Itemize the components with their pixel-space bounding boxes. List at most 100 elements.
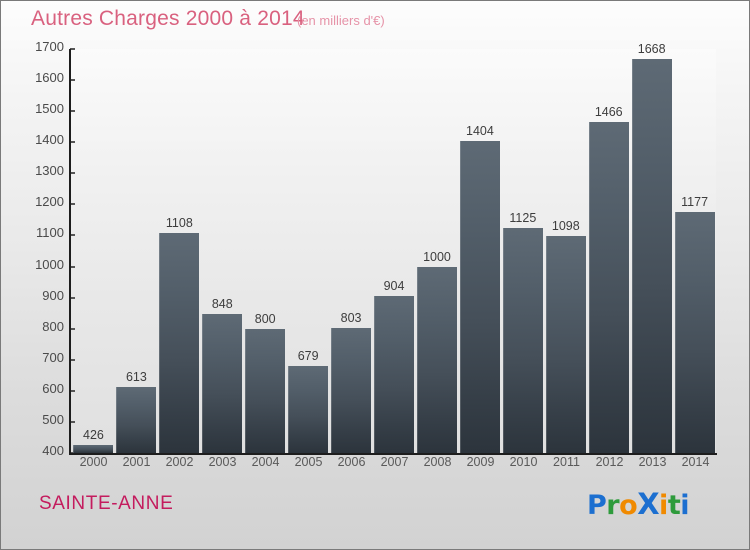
x-axis-label: 2006 [337, 455, 366, 469]
chart-header: Autres Charges 2000 à 2014 (en milliers … [1, 1, 749, 37]
bar-slot: 1404 [458, 49, 501, 453]
bar[interactable] [288, 366, 329, 453]
bar-value-label: 679 [297, 349, 319, 364]
x-axis-label: 2005 [294, 455, 323, 469]
bar[interactable] [245, 328, 286, 453]
logo-letter: r [606, 490, 620, 521]
bar[interactable] [416, 266, 457, 453]
bar[interactable] [202, 313, 243, 453]
bar-value-label: 1466 [594, 104, 623, 119]
bar-slot: 613 [115, 49, 158, 453]
bar-slot: 848 [201, 49, 244, 453]
y-axis-tick-label: 1600 [35, 70, 64, 86]
bar[interactable] [459, 141, 500, 453]
logo-letter: X [637, 487, 660, 521]
bar-value-label: 426 [83, 427, 104, 442]
bar-value-label: 1404 [466, 124, 494, 138]
logo-letter: i [680, 490, 689, 521]
bar-slot: 1466 [587, 49, 630, 453]
bar-value-label: 1000 [423, 249, 451, 264]
tick-mark [70, 141, 75, 144]
bar[interactable] [73, 444, 114, 453]
y-axis-tick-label: 800 [42, 318, 64, 334]
y-axis-line [69, 49, 71, 454]
bar-slot: 1177 [673, 49, 716, 453]
logo-letter: o [619, 490, 638, 521]
bar-slot: 1108 [158, 49, 201, 453]
plot-area: 400 500 600 700 800 900 1000 1100 1200 1300 1400 15… [35, 39, 716, 469]
tick-mark [70, 296, 75, 299]
bar-slot: 426 [72, 49, 115, 453]
bar-value-label: 1668 [637, 41, 666, 56]
y-axis-tick-label: 600 [42, 380, 64, 396]
y-axis-tick-label: 1400 [35, 132, 64, 148]
y-axis-tick-label: 1100 [36, 225, 64, 241]
bar[interactable] [116, 386, 157, 453]
y-axis-tick-label: 1700 [35, 39, 64, 54]
logo-letter: t [667, 490, 681, 521]
x-axis-label: 2001 [122, 455, 151, 469]
bar-slot: 1000 [416, 49, 459, 453]
bar-value-label: 1098 [551, 219, 580, 234]
tick-mark [70, 110, 75, 113]
x-axis-label: 2014 [681, 455, 710, 469]
x-axis-label: 2013 [638, 455, 667, 469]
x-axis-label: 2012 [595, 455, 624, 469]
tick-mark [70, 327, 75, 330]
tick-mark [70, 420, 75, 423]
x-axis-line [69, 453, 717, 455]
bar[interactable] [588, 121, 629, 453]
chart-subtitle: (en milliers d'€) [297, 13, 385, 28]
bar[interactable] [374, 296, 415, 453]
proxiti-logo[interactable]: ProXiti [587, 487, 689, 521]
tick-mark [70, 48, 75, 50]
tick-mark [70, 203, 75, 206]
bar-value-label: 1108 [165, 215, 193, 230]
bar[interactable] [545, 236, 586, 453]
x-axis-label: 2003 [208, 455, 237, 469]
bar-value-label: 800 [254, 311, 276, 326]
logo-letter: i [659, 490, 668, 521]
tick-mark [70, 389, 75, 392]
x-axis-label: 2000 [79, 455, 108, 469]
tick-mark [70, 234, 75, 237]
x-axis-label: 2002 [165, 455, 194, 469]
bar-slot: 800 [244, 49, 287, 453]
chart-footer: SAINTE-ANNE ProXiti [1, 479, 749, 549]
bar[interactable] [674, 211, 715, 453]
bar-value-label: 613 [125, 369, 147, 384]
bar[interactable] [159, 232, 200, 453]
x-axis-label: 2010 [509, 455, 538, 469]
y-axis-tick-label: 1500 [35, 101, 64, 117]
bar-slot: 1098 [544, 49, 587, 453]
bar[interactable] [502, 227, 543, 453]
bar-value-label: 1177 [681, 194, 709, 209]
bar[interactable] [331, 327, 372, 453]
tick-mark [70, 265, 75, 268]
bar-value-label: 904 [383, 279, 405, 294]
x-axis-label: 2009 [466, 455, 495, 469]
bar-slot: 679 [287, 49, 330, 453]
tick-mark [70, 79, 75, 82]
bar[interactable] [631, 58, 672, 453]
bar-value-label: 1125 [509, 210, 537, 225]
y-axis-tick-label: 700 [42, 349, 64, 365]
tick-mark [70, 358, 75, 361]
bar-series: 426 613 1108 848 800 679 803 904 1000 1404 1125 109… [72, 42, 716, 453]
y-axis-tick-label: 400 [42, 443, 64, 458]
logo-letter: P [587, 490, 607, 521]
bar-slot: 904 [373, 49, 416, 453]
x-axis-label: 2007 [380, 455, 409, 469]
bar-value-label: 848 [211, 296, 233, 311]
y-axis-tick-label: 500 [42, 411, 64, 427]
y-axis-tick-label: 900 [42, 287, 64, 303]
x-axis-label: 2008 [423, 455, 452, 469]
y-axis-tick-label: 1300 [35, 163, 64, 179]
bar-value-label: 803 [340, 310, 362, 325]
bar-slot: 1125 [501, 49, 544, 453]
bar-slot: 1668 [630, 42, 673, 453]
x-axis-label: 2004 [251, 455, 280, 469]
page-title: Autres Charges 2000 à 2014 [31, 7, 305, 30]
y-axis-tick-label: 1000 [35, 256, 64, 272]
